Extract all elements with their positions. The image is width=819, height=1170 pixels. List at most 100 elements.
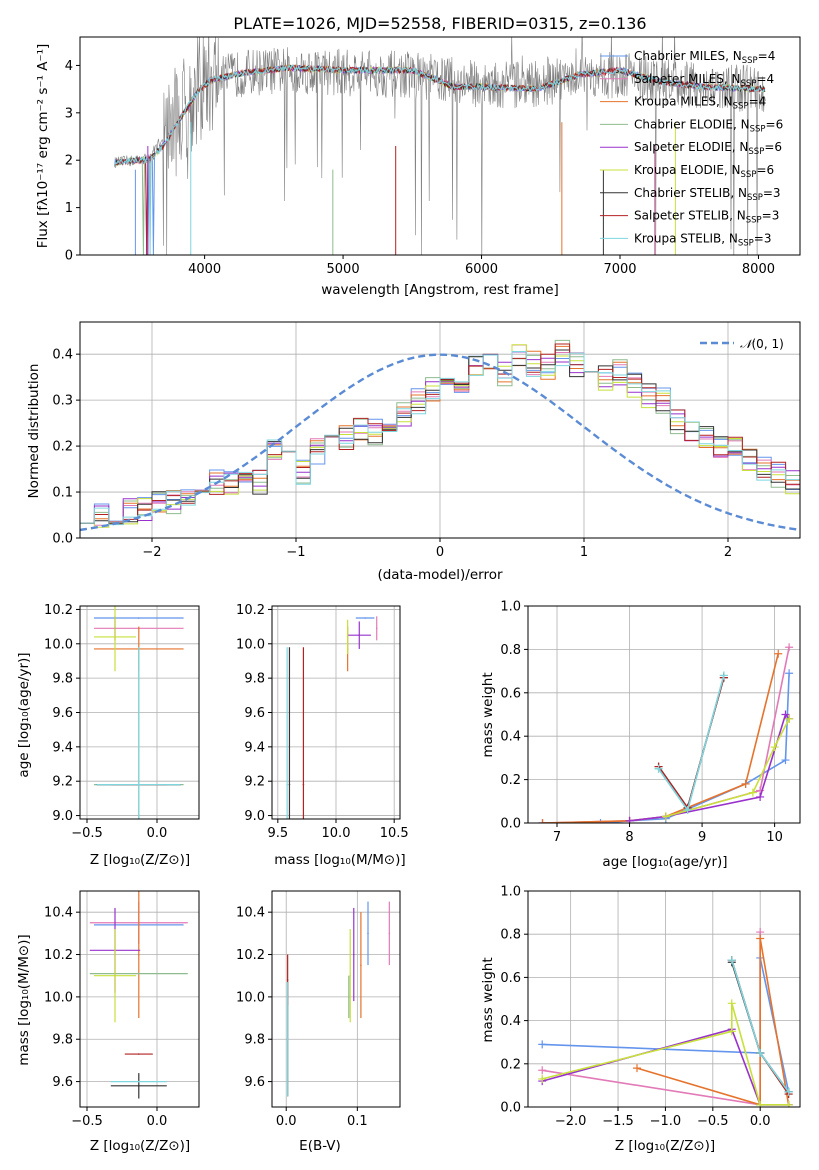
legend-label: Chabrier STELIB, NSSP=3 [634,186,781,203]
y-tick-label: 1 [65,201,73,216]
y-tick-label: 9.6 [52,706,73,721]
y-tick-label: 9.8 [52,1033,73,1048]
data-point [364,617,366,619]
y-tick-label: 0.6 [500,686,521,701]
legend-label: Salpeter ELODIE, NSSP=6 [634,140,782,157]
data-point [346,636,349,638]
mass-weight-marker [625,816,634,823]
mass-weight-marker [785,714,794,723]
legend-subscript: SSP [746,216,762,226]
x-tick-label: 8000 [742,262,775,277]
mass-weight-marker [785,669,794,678]
mass-weight-marker [719,671,728,680]
y-tick-label: 10.2 [236,603,265,618]
residual-histogram [80,344,800,528]
x-tick-label: −1.5 [602,1114,634,1129]
y-tick-label: 0.0 [500,817,521,832]
x-tick-label: 0.0 [750,1114,771,1129]
mass-weight-marker [661,812,670,821]
x-tick-label: 0 [436,545,444,560]
mass-weight-marker [632,1064,641,1073]
data-point [302,783,305,786]
mw-age-ylabel: mass weight [480,672,496,757]
mass-weight-series [657,677,725,810]
y-tick-label: 10.4 [236,906,265,921]
x-tick-label: 5000 [327,262,360,277]
data-point [388,932,391,935]
mass-weight-marker [596,819,605,823]
data-point [367,932,369,935]
plot-area [80,339,800,532]
legend-symbol: 𝒩 [740,337,755,351]
mass-weight-marker [741,779,750,788]
y-tick-label: 0.8 [500,928,521,943]
legend-label: 𝒩(0, 1) [740,337,784,351]
legend-count: =3 [763,186,781,200]
y-tick-label: 2 [65,154,73,169]
mass-weight-series [657,675,725,812]
mass-weight-marker [784,1087,793,1096]
legend-label: Chabrier MILES, NSSP=4 [634,49,775,66]
x-tick-label: −0.5 [697,1114,729,1129]
y-tick-label: 0.0 [52,532,73,547]
histogram-legend: 𝒩(0, 1) [700,337,784,351]
age-z-xlabel: Z [log₁₀(Z/Z⊙)] [90,852,190,868]
y-tick-label: 4 [65,59,73,74]
mass-weight-marker [538,1040,547,1049]
data-point [138,1085,140,1087]
plot-area [94,606,184,819]
age-vs-mass-panel: 9.5 10.0 10.5 9.0 9.2 9.4 9.6 9.8 10.0 10.2 [236,603,409,841]
data-point [348,996,350,998]
y-tick-label: 10.0 [236,990,265,1005]
data-point [286,979,289,981]
y-tick-label: 9.2 [52,775,73,790]
mass-weight-series [636,938,790,1106]
mass-weight-marker [538,819,547,823]
y-tick-label: 9.6 [52,1075,73,1090]
data-point [286,783,288,786]
x-tick-label: 6000 [465,262,498,277]
data-point [349,974,352,977]
data-point [358,634,361,637]
data-point [138,1053,140,1055]
age-mass-xlabel: mass [log₁₀(M/M⊙)] [274,852,405,868]
legend-count: =4 [756,72,774,86]
data-point [352,953,355,956]
x-tick-label: 10.0 [322,826,351,841]
x-tick-label: −0.5 [71,1114,103,1129]
y-tick-label: 10.2 [44,948,73,963]
y-tick-label: 0.2 [52,440,73,455]
spectrum-ylabel: Flux [fλ10⁻¹⁷ erg cm⁻² s⁻¹ A⁻¹] [35,44,51,249]
legend-subscript: SSP [741,79,757,89]
legend-label: Salpeter STELIB, NSSP=3 [634,209,779,226]
y-tick-label: 9.8 [52,672,73,687]
legend-label: Kroupa STELIB, NSSP=3 [634,231,772,248]
residual-histogram-panel: −2 −1 0 1 2 0.0 0.1 0.2 0.3 0.4 [52,321,801,560]
mass-weight-marker [748,788,757,797]
data-point [138,953,140,956]
mw-z-xlabel: Z [log₁₀(Z/Z⊙)] [615,1138,715,1154]
legend-subscript: SSP [747,193,763,203]
y-tick-label: 9.2 [244,775,265,790]
y-tick-label: 9.6 [244,706,265,721]
x-tick-label: 9.5 [267,826,288,841]
x-tick-label: 9 [698,830,706,845]
axes-frame [527,890,801,1108]
x-tick-label: −2.0 [555,1114,587,1129]
histogram-ylabel: Normed distribution [26,364,42,499]
plot-area [89,891,188,1099]
figure-title: PLATE=1026, MJD=52558, FIBERID=0315, z=0… [233,14,646,33]
data-point [375,627,378,630]
gaussian-reference-curve [80,353,798,532]
y-tick-label: 0.4 [52,348,73,363]
x-tick-label: 0.1 [347,1114,368,1129]
mass-weight-marker [654,764,663,773]
y-tick-label: 10.2 [236,948,265,963]
x-tick-label: −2 [142,545,161,560]
data-point [288,783,291,786]
y-tick-label: 0.0 [500,1101,521,1116]
legend-label: Kroupa ELODIE, NSSP=6 [634,163,774,180]
y-tick-label: 0 [65,249,73,264]
legend-subscript: SSP [750,124,766,134]
